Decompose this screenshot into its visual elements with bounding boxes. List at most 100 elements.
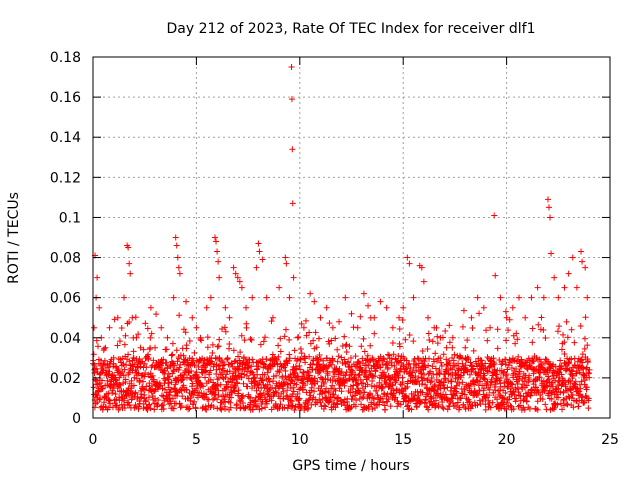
band-point: [195, 374, 202, 380]
band-point: [268, 318, 275, 325]
band-point: [361, 389, 368, 396]
band-point: [263, 356, 270, 363]
band-point: [308, 387, 315, 394]
band-point: [550, 388, 557, 395]
band-point: [282, 368, 289, 375]
band-point: [165, 376, 172, 383]
band-point: [310, 337, 317, 344]
band-point: [469, 403, 476, 410]
data-point: [152, 344, 159, 351]
band-point: [216, 336, 223, 343]
band-point: [332, 335, 339, 342]
band-point: [210, 363, 217, 370]
data-point: [555, 294, 562, 301]
band-point: [155, 396, 162, 403]
band-point: [120, 372, 127, 379]
y-tick-label: 0.02: [50, 371, 81, 387]
data-point: [121, 294, 128, 301]
data-point: [431, 324, 438, 331]
band-point: [537, 326, 544, 333]
band-point: [125, 399, 132, 406]
band-point: [383, 361, 390, 368]
data-point: [547, 214, 554, 221]
band-point: [203, 406, 210, 413]
band-point: [183, 342, 190, 349]
band-point: [286, 357, 293, 364]
band-point: [357, 376, 364, 383]
band-point: [421, 371, 428, 378]
band-point: [254, 371, 261, 378]
band-point: [93, 337, 100, 344]
band-point: [575, 403, 582, 410]
band-point: [557, 357, 564, 364]
band-point: [262, 404, 269, 411]
band-point: [347, 354, 354, 361]
band-point: [491, 384, 498, 391]
band-point: [135, 403, 142, 410]
band-point: [406, 332, 413, 339]
data-point: [102, 344, 109, 351]
band-point: [120, 361, 127, 368]
band-point: [466, 371, 473, 378]
band-point: [343, 348, 350, 355]
band-point: [435, 401, 442, 408]
band-point: [123, 361, 130, 368]
band-point: [569, 373, 576, 380]
band-point: [399, 317, 406, 324]
band-point: [470, 365, 477, 372]
band-point: [542, 335, 549, 341]
band-point: [150, 357, 157, 364]
band-point: [521, 378, 528, 385]
band-point: [200, 383, 207, 390]
band-point: [128, 377, 135, 384]
band-point: [373, 388, 380, 395]
band-point: [365, 374, 372, 381]
band-point: [392, 394, 399, 401]
band-point: [352, 377, 359, 384]
band-point: [335, 353, 342, 360]
band-point: [499, 360, 506, 367]
band-point: [503, 399, 510, 406]
data-point: [462, 344, 469, 351]
band-point: [305, 369, 312, 376]
band-point: [540, 327, 547, 334]
band-point: [269, 351, 276, 358]
data-point: [522, 314, 529, 321]
band-point: [550, 361, 557, 368]
band-point: [508, 364, 515, 371]
band-point: [220, 367, 227, 374]
band-point: [312, 329, 319, 336]
band-point: [215, 363, 222, 370]
band-point: [116, 374, 123, 381]
data-point: [509, 304, 516, 311]
band-point: [504, 366, 511, 373]
band-point: [524, 393, 531, 400]
band-point: [328, 337, 335, 344]
band-point: [311, 388, 318, 395]
band-point: [529, 325, 536, 332]
band-point: [286, 355, 293, 362]
band-point: [91, 361, 98, 368]
band-point: [579, 359, 586, 366]
band-point: [584, 384, 591, 391]
data-point: [569, 254, 576, 261]
band-point: [347, 372, 354, 379]
band-point: [338, 388, 345, 395]
band-point: [380, 369, 387, 376]
band-point: [297, 346, 304, 353]
band-point: [489, 399, 496, 406]
data-point: [365, 302, 372, 309]
band-point: [360, 393, 367, 400]
band-point: [153, 311, 160, 318]
band-point: [131, 390, 138, 397]
band-point: [477, 366, 484, 373]
band-point: [516, 368, 523, 375]
band-point: [167, 386, 174, 393]
y-tick-label: 0.06: [50, 291, 81, 307]
data-point: [289, 146, 296, 153]
band-point: [163, 346, 170, 353]
band-point: [453, 389, 460, 396]
band-point: [243, 324, 250, 331]
band-point: [372, 368, 379, 375]
band-point: [319, 376, 326, 383]
